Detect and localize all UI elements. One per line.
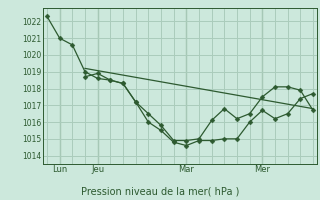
Text: Pression niveau de la mer( hPa ): Pression niveau de la mer( hPa ): [81, 186, 239, 196]
